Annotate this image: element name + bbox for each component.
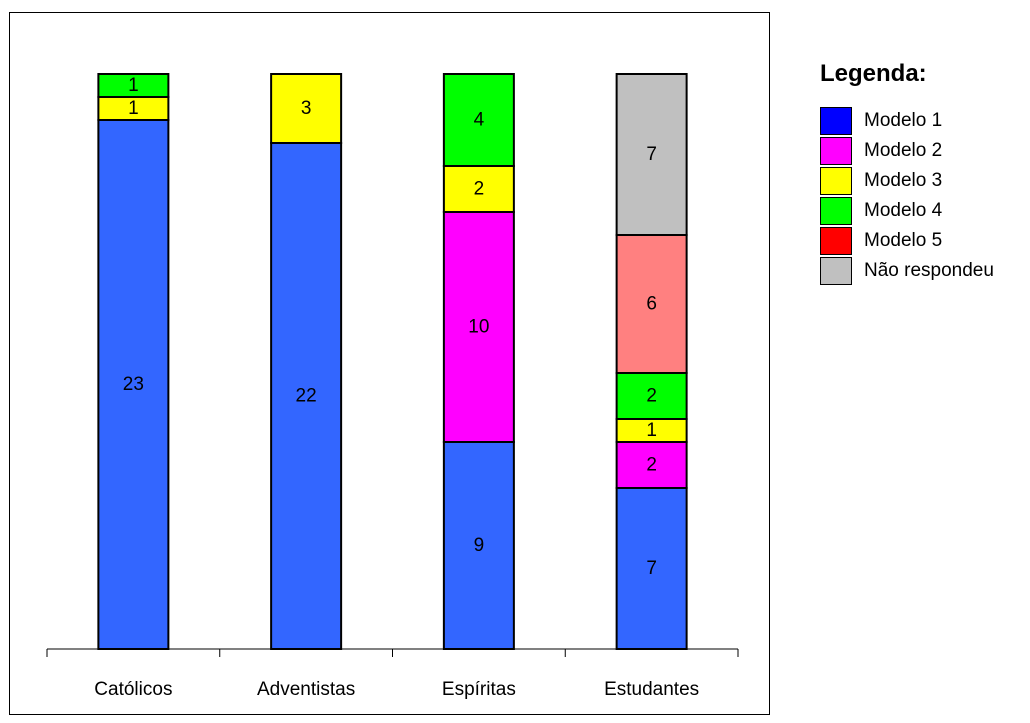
data-label: 7 — [646, 558, 657, 579]
legend-label: Modelo 1 — [864, 110, 943, 131]
legend-label: Modelo 3 — [864, 170, 943, 191]
legend-item: Modelo 4 — [820, 196, 994, 226]
bar-segment-estudantes-modelo-4 — [615, 372, 688, 420]
bar-segment-espíritas-modelo-3 — [442, 165, 515, 213]
legend-item: Modelo 1 — [820, 106, 994, 136]
data-label: 9 — [474, 535, 485, 556]
x-tick-label: Espíritas — [442, 679, 516, 700]
data-label: 6 — [646, 294, 657, 315]
legend-swatch — [820, 167, 852, 195]
bar-segment-estudantes-modelo-1 — [615, 487, 688, 650]
data-label: 22 — [296, 386, 317, 407]
bar-segment-estudantes-não-respondeu — [615, 73, 688, 236]
data-label: 1 — [128, 75, 139, 96]
bar-segment-espíritas-modelo-4 — [442, 73, 515, 167]
data-label: 7 — [646, 144, 657, 165]
data-label: 2 — [474, 179, 485, 200]
legend-label: Modelo 4 — [864, 200, 943, 221]
x-tick-label: Adventistas — [257, 679, 355, 700]
legend-title: Legenda: — [820, 60, 927, 87]
legend-item: Não respondeu — [820, 256, 994, 286]
legend-swatch — [820, 107, 852, 135]
data-label: 1 — [646, 420, 657, 441]
data-label: 2 — [646, 455, 657, 476]
data-label: 1 — [128, 98, 139, 119]
bar-segment-adventistas-modelo-3 — [270, 73, 343, 144]
legend-swatch — [820, 197, 852, 225]
legend-item: Modelo 3 — [820, 166, 994, 196]
plot-area: 23 1 1 Católicos 22 3 Adventistas 9 10 2 4 Espírita… — [9, 12, 770, 715]
data-label: 2 — [646, 386, 657, 407]
x-tick-label: Católicos — [94, 679, 172, 700]
legend-label: Não respondeu — [864, 260, 994, 281]
x-tick-label: Estudantes — [604, 679, 699, 700]
bar-segment-católicos-modelo-4 — [97, 73, 170, 98]
legend-items: Modelo 1 Modelo 2 Modelo 3 Modelo 4 Modelo 5… — [820, 106, 994, 286]
legend-swatch — [820, 227, 852, 255]
legend-label: Modelo 2 — [864, 140, 943, 161]
bar-segment-espíritas-modelo-2 — [442, 211, 515, 443]
data-label: 23 — [123, 374, 144, 395]
data-label: 10 — [468, 317, 489, 338]
bar-segment-estudantes-modelo-5 — [615, 234, 688, 374]
bar-segment-católicos-modelo-1 — [97, 119, 170, 650]
legend-item: Modelo 5 — [820, 226, 994, 256]
chart-title-strip — [0, 0, 1030, 12]
legend-label: Modelo 5 — [864, 230, 943, 251]
data-label: 3 — [301, 98, 312, 119]
stacked-bar-chart: 2311Católicos223Adventistas91024Espírita… — [46, 73, 739, 700]
legend-item: Modelo 2 — [820, 136, 994, 166]
legend: Legenda: Modelo 1 Modelo 2 Modelo 3 Modelo … — [820, 60, 994, 286]
data-label: 4 — [474, 110, 485, 131]
legend-swatch — [820, 137, 852, 165]
legend-swatch — [820, 257, 852, 285]
